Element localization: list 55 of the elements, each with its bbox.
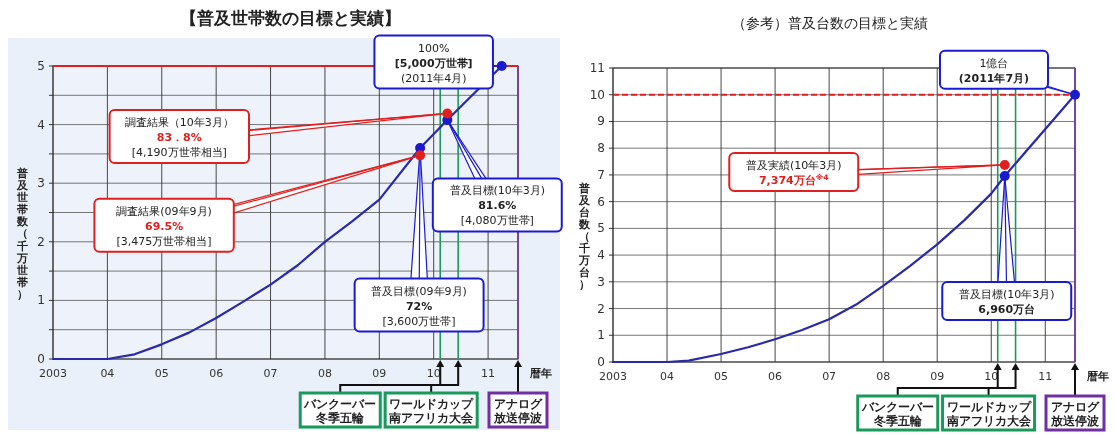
- y-tick-label: 10: [589, 87, 605, 102]
- y-tick-label: 5: [37, 59, 45, 73]
- x-tick-label: 06: [209, 367, 224, 380]
- chart-title: （参考）普及台数の目標と実績: [732, 15, 928, 31]
- annotation: 調査結果（10年3月） 83．8% [4,190万世帯相当]: [124, 115, 234, 159]
- ref-line-label: アナログ放送停波: [1050, 400, 1100, 428]
- x-tick-label: 08: [317, 367, 332, 380]
- text: 普及台数（千万台）: [578, 181, 590, 292]
- annotation: 調査結果(09年9月) 69.5% [3,475万世帯相当]: [116, 204, 212, 248]
- x-tick-label: 2003: [39, 367, 67, 380]
- x-tick-label: 09: [372, 367, 387, 380]
- x-tick-label: 09: [930, 370, 945, 383]
- y-tick-label: 1: [597, 328, 605, 343]
- x-tick-label: 05: [154, 367, 169, 380]
- x-tick-label: 08: [876, 370, 891, 383]
- x-axis-title: 暦年: [1086, 370, 1109, 383]
- y-tick-label: 1: [37, 293, 45, 308]
- annotation: 普及目標(10年3月) 6,960万台: [958, 287, 1055, 316]
- x-tick-label: 11: [481, 367, 496, 380]
- ref-line-label: ワールドカップ南アフリカ大会: [945, 400, 1032, 428]
- y-tick-label: 0: [37, 352, 45, 366]
- x-tick-label: 10: [984, 370, 999, 383]
- y-tick-label: 7: [597, 167, 605, 182]
- text: 普及世帯数（千万世帯）: [16, 166, 28, 301]
- chart-title: 【普及世帯数の目標と実績】: [179, 8, 401, 28]
- y-tick-label: 2: [597, 301, 605, 316]
- y-tick-label: 0: [597, 355, 605, 369]
- x-tick-label: 04: [660, 370, 675, 383]
- y-tick-label: 5: [597, 221, 605, 236]
- annotation: 1億台 (2011年7月): [958, 56, 1030, 85]
- annotation: 普及目標(10年3月) 81.6% [4,080万世帯]: [449, 184, 546, 228]
- ref-line-label: バンクーバー冬季五輪: [860, 400, 934, 428]
- y-tick-label: 9: [597, 114, 605, 129]
- ref-line-label: ワールドカップ南アフリカ大会: [388, 397, 475, 425]
- ref-line-label: アナログ放送停波: [493, 397, 543, 425]
- y-tick-label: 6: [597, 194, 605, 209]
- y-tick-label: 4: [37, 117, 45, 132]
- annotation: 普及目標(09年9月) 72% [3,600万世帯]: [371, 284, 467, 328]
- annotation: 100% [5,000万世帯] (2011年4月): [394, 41, 473, 85]
- x-tick-label: 11: [1038, 370, 1053, 383]
- x-tick-label: 04: [100, 367, 115, 380]
- x-tick-label: 2003: [599, 370, 627, 383]
- y-tick-label: 8: [597, 141, 605, 156]
- y-tick-label: 3: [597, 274, 605, 289]
- x-tick-label: 06: [768, 370, 783, 383]
- x-tick-label: 05: [714, 370, 729, 383]
- y-tick-label: 4: [597, 248, 605, 263]
- x-axis-title: 暦年: [529, 367, 552, 380]
- x-tick-label: 07: [822, 370, 837, 383]
- annotation: 普及実績(10年3月) 7,374万台$^{※4}$: [745, 158, 842, 187]
- y-tick-label: 11: [589, 61, 605, 75]
- y-tick-label: 3: [37, 176, 45, 191]
- y-tick-label: 2: [37, 234, 45, 249]
- ref-line-label: バンクーバー冬季五輪: [303, 397, 377, 425]
- x-tick-label: 07: [263, 367, 278, 380]
